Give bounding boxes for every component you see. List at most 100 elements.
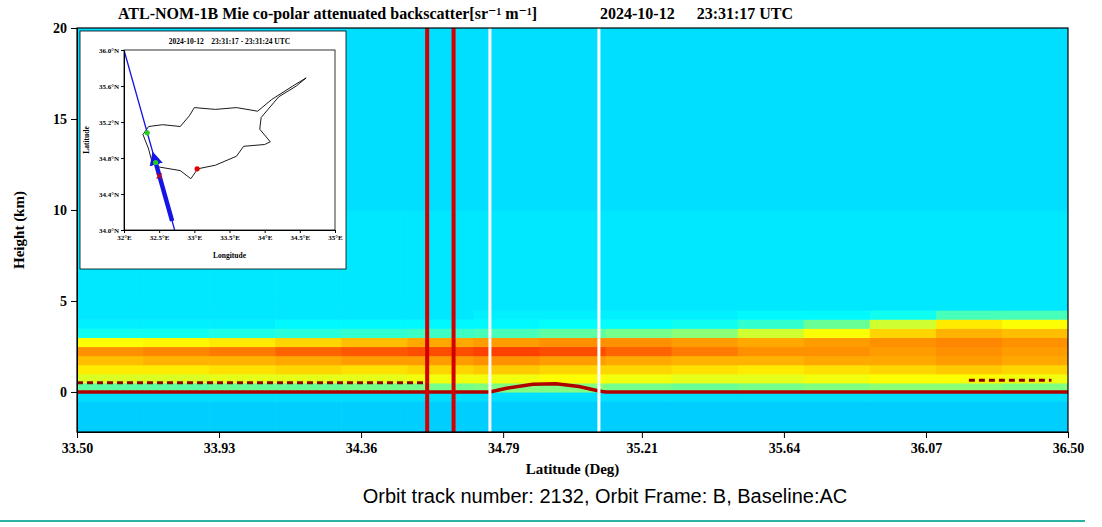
- cell: [275, 319, 342, 329]
- cell: [1002, 319, 1068, 329]
- cell: [936, 119, 1003, 211]
- map-area: [124, 50, 306, 230]
- cell: [341, 119, 408, 211]
- point-marker: [195, 166, 200, 171]
- cell: [407, 28, 474, 120]
- cell: [606, 119, 673, 211]
- cell: [936, 337, 1003, 347]
- cell: [341, 301, 408, 311]
- tick: 35.21: [627, 432, 659, 456]
- tick: 33°E: [188, 230, 203, 242]
- axis: 05101520: [53, 21, 78, 433]
- cell: [936, 319, 1003, 329]
- tick-mark: [121, 122, 124, 123]
- cell: [77, 356, 144, 366]
- tick-mark: [194, 230, 195, 233]
- cell: [1002, 210, 1068, 302]
- cell: [1002, 28, 1068, 120]
- tick: 35.2°N: [99, 119, 124, 127]
- inset-x-axis-title: Longitude: [213, 251, 247, 260]
- tick-label: 10: [53, 203, 67, 218]
- cell: [473, 119, 540, 211]
- cell: [606, 337, 673, 347]
- cell: [77, 310, 144, 320]
- cell: [539, 346, 606, 356]
- plot-frame: [77, 28, 1068, 432]
- cell: [275, 337, 342, 347]
- title-time: 23:31:17 UTC: [697, 5, 793, 22]
- cell: [606, 356, 673, 366]
- cell: [1002, 328, 1068, 338]
- tick: 10: [53, 203, 77, 218]
- point-marker: [157, 174, 162, 179]
- tick: 34.36: [346, 432, 378, 456]
- tick: 34.0°N: [99, 227, 124, 235]
- cell: [738, 319, 805, 329]
- cell: [606, 346, 673, 356]
- cell: [539, 301, 606, 311]
- tick-mark: [121, 86, 124, 87]
- cell: [209, 365, 276, 375]
- tick-label: 35.6°N: [99, 83, 119, 91]
- tick-mark: [642, 432, 643, 438]
- figure: 33.5033.9334.3634.7935.2135.6436.0736.50…: [0, 0, 1102, 527]
- tick-label: 34.0°N: [99, 227, 119, 235]
- heatmap: [77, 28, 1068, 432]
- cell: [936, 401, 1003, 432]
- cell: [209, 337, 276, 347]
- vertical-line: [425, 28, 429, 432]
- cell: [407, 365, 474, 375]
- cell: [539, 356, 606, 366]
- cell: [473, 401, 540, 432]
- cell: [738, 301, 805, 311]
- cell: [936, 210, 1003, 302]
- cell: [77, 328, 144, 338]
- tick-label: 36.07: [911, 441, 943, 456]
- tick-label: 33°E: [188, 234, 203, 242]
- cell: [539, 119, 606, 211]
- direction-arrow: [154, 158, 172, 221]
- tick-mark: [71, 301, 77, 302]
- tick: 34.8°N: [99, 155, 124, 163]
- cell: [936, 365, 1003, 375]
- tick-mark: [300, 230, 301, 233]
- tick-mark: [71, 28, 77, 29]
- caption: Orbit track number: 2132, Orbit Frame: B…: [363, 485, 848, 507]
- surface-line: [77, 384, 1068, 392]
- tick-label: 35.2°N: [99, 119, 119, 127]
- tick-label: 20: [53, 21, 67, 36]
- axis-line: [78, 432, 1069, 433]
- cell: [143, 356, 210, 366]
- cell: [606, 374, 673, 384]
- cell: [275, 346, 342, 356]
- cell: [738, 310, 805, 320]
- cell: [407, 337, 474, 347]
- cell: [1002, 356, 1068, 366]
- tick-mark: [926, 432, 927, 438]
- cell: [606, 301, 673, 311]
- tick: 34.4°N: [99, 191, 124, 199]
- track: [124, 50, 175, 230]
- cell: [936, 328, 1003, 338]
- tick-mark: [121, 230, 124, 231]
- cell: [804, 346, 871, 356]
- axis: 32°E32.5°E33°E33.5°E34°E34.5°E35°E: [117, 230, 343, 242]
- tick: 34.5°E: [290, 230, 310, 242]
- cell: [143, 337, 210, 347]
- tick-mark: [77, 432, 78, 438]
- vertical-line: [452, 28, 456, 432]
- cell: [407, 210, 474, 302]
- tick: 5: [60, 294, 77, 309]
- cell: [870, 346, 937, 356]
- cell: [473, 346, 540, 356]
- cell: [804, 210, 871, 302]
- cell: [1002, 346, 1068, 356]
- cell: [209, 310, 276, 320]
- cell: [539, 365, 606, 375]
- tick-label: 32°E: [117, 234, 132, 242]
- cell: [738, 210, 805, 302]
- cell: [936, 28, 1003, 120]
- tick-label: 34.8°N: [99, 155, 119, 163]
- tick-mark: [230, 230, 231, 233]
- cell: [143, 401, 210, 432]
